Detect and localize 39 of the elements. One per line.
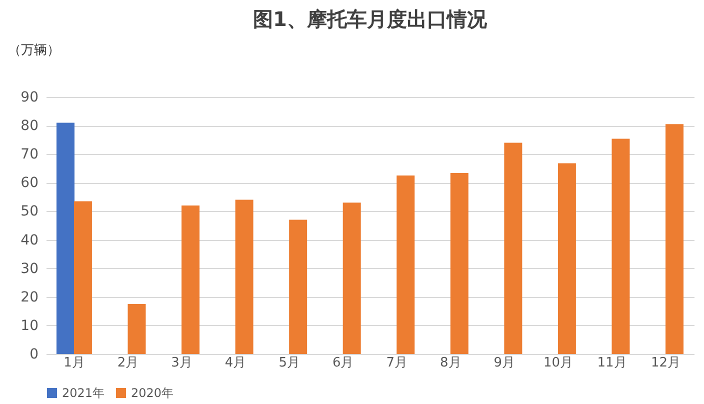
y-tick-label: 80 (20, 118, 38, 134)
y-tick-label: 60 (20, 175, 38, 192)
y-axis-title: （万辆） (8, 43, 60, 58)
bar (504, 142, 522, 354)
bar (74, 201, 92, 354)
legend-label: 2021年 (62, 386, 105, 400)
y-tick-label: 30 (20, 260, 38, 277)
bar (666, 124, 684, 354)
x-tick-label: 9月 (494, 356, 516, 370)
y-tick-label: 0 (30, 346, 38, 362)
y-tick-label: 40 (20, 232, 38, 248)
x-tick-label: 1月 (64, 356, 85, 370)
x-tick-label: 5月 (278, 356, 300, 370)
x-tick-label: 11月 (597, 356, 627, 370)
bar (182, 206, 200, 354)
bar (558, 163, 576, 354)
y-tick-label: 90 (20, 90, 38, 106)
x-tick-label: 4月 (224, 356, 246, 370)
legend-label: 2020年 (131, 386, 174, 400)
x-tick-label: 3月 (171, 356, 192, 370)
bar (56, 122, 74, 354)
bar (235, 200, 254, 354)
x-tick-label: 12月 (650, 356, 681, 370)
chart-title: 图1、摩托车月度出口情况 (253, 7, 488, 31)
y-tick-label: 70 (20, 146, 38, 163)
bar (289, 220, 308, 354)
bar (128, 304, 146, 354)
bar (612, 138, 630, 354)
y-tick-label: 20 (20, 289, 38, 306)
y-tick-label: 50 (20, 204, 38, 220)
x-tick-label: 2月 (117, 356, 139, 370)
x-tick-label: 7月 (386, 356, 408, 370)
bar (396, 176, 415, 354)
x-tick-label: 6月 (332, 356, 354, 370)
bar (450, 172, 468, 354)
bar (342, 202, 361, 354)
x-tick-label: 10月 (543, 356, 573, 370)
x-tick-label: 8月 (440, 356, 462, 370)
y-tick-label: 10 (20, 318, 38, 334)
